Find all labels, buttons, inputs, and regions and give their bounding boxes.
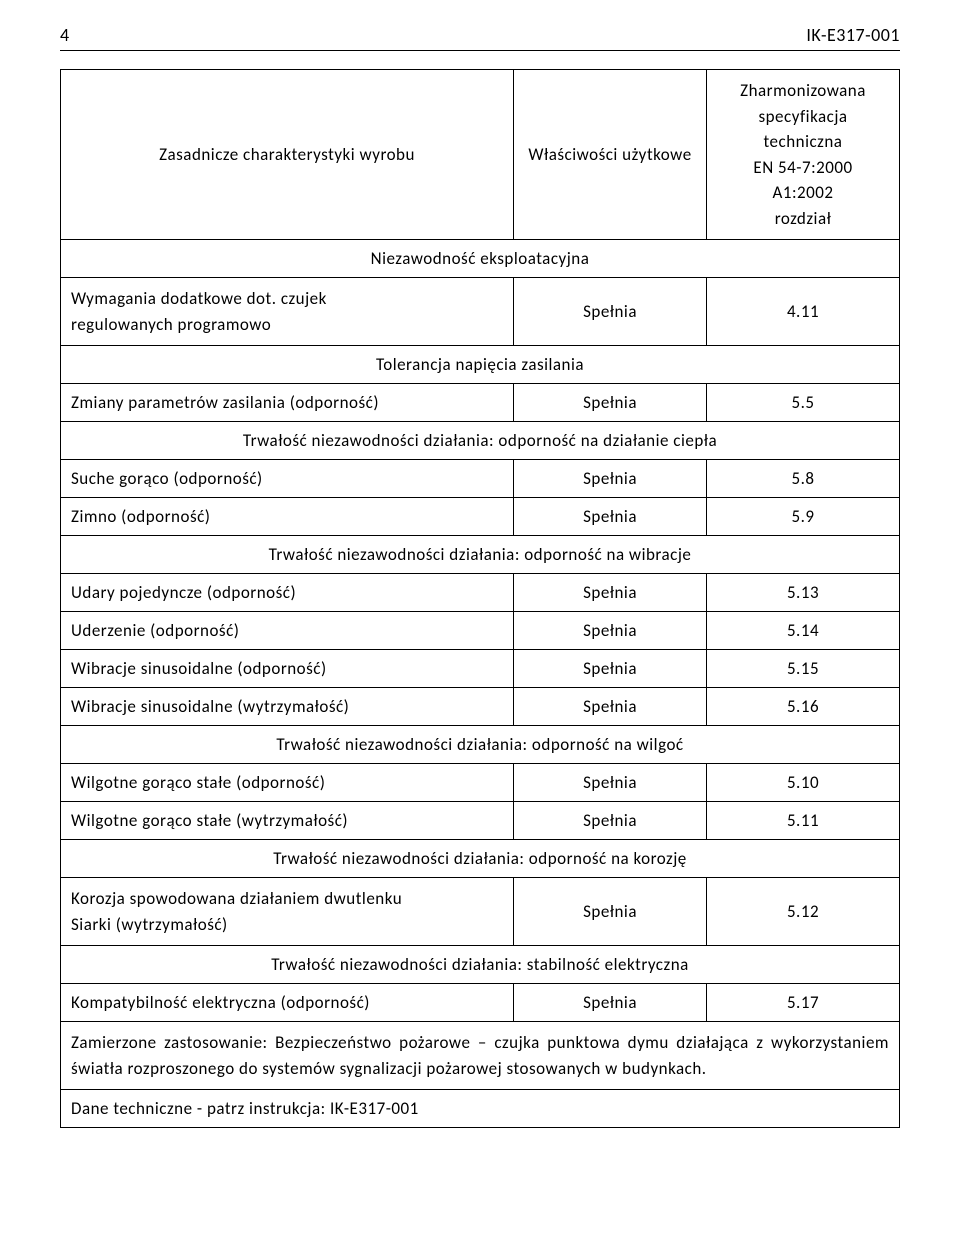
cell-c3: 5.15: [707, 650, 900, 688]
table-row: Wibracje sinusoidalne (wytrzymałość) Spe…: [61, 688, 900, 726]
table-row: Wilgotne gorąco stałe (wytrzymałość) Spe…: [61, 802, 900, 840]
page-number: 4: [60, 24, 70, 46]
section-vibration-resistance-label: Trwałość niezawodności działania: odporn…: [61, 536, 900, 574]
cell-c2: Spełnia: [514, 612, 707, 650]
cell-c3: 4.11: [707, 278, 900, 346]
cell-c1: Wilgotne gorąco stałe (wytrzymałość): [61, 802, 514, 840]
table-header-row: Zasadnicze charakterystyki wyrobu Właści…: [61, 70, 900, 240]
cell-c1: Wibracje sinusoidalne (wytrzymałość): [61, 688, 514, 726]
th-col3-l0: Zharmonizowana: [740, 80, 866, 101]
cell-c2: Spełnia: [514, 878, 707, 946]
cell-c1: Suche gorąco (odporność): [61, 460, 514, 498]
cell-c1: Uderzenie (odporność): [61, 612, 514, 650]
cell-c3: 5.10: [707, 764, 900, 802]
cell-c3: 5.14: [707, 612, 900, 650]
section-humidity-resistance-label: Trwałość niezawodności działania: odporn…: [61, 726, 900, 764]
cell-c3: 5.13: [707, 574, 900, 612]
cell-c2: Spełnia: [514, 384, 707, 422]
section-reliability: Niezawodność eksploatacyjna: [61, 240, 900, 278]
cell-c2: Spełnia: [514, 688, 707, 726]
cell-c1: Wibracje sinusoidalne (odporność): [61, 650, 514, 688]
cell-c3: 5.16: [707, 688, 900, 726]
row11-c1-l2: Siarki (wytrzymałość): [71, 914, 228, 935]
cell-c3: 5.17: [707, 984, 900, 1022]
section-corrosion-resistance-label: Trwałość niezawodności działania: odporn…: [61, 840, 900, 878]
cell-c3: 5.11: [707, 802, 900, 840]
th-col3-l3: EN 54-7:2000: [753, 157, 852, 178]
row1-c1-l2: regulowanych programowo: [71, 314, 271, 335]
th-col3-l5: rozdział: [775, 208, 832, 229]
table-row: Suche gorąco (odporność) Spełnia 5.8: [61, 460, 900, 498]
table-row: Kompatybilność elektryczna (odporność) S…: [61, 984, 900, 1022]
intended-use-row: Zamierzone zastosowanie: Bezpieczeństwo …: [61, 1022, 900, 1090]
table-row: Uderzenie (odporność) Spełnia 5.14: [61, 612, 900, 650]
cell-c2: Spełnia: [514, 278, 707, 346]
cell-c1: Zmiany parametrów zasilania (odporność): [61, 384, 514, 422]
cell-c2: Spełnia: [514, 460, 707, 498]
section-humidity-resistance: Trwałość niezawodności działania: odporn…: [61, 726, 900, 764]
cell-c1: Wilgotne gorąco stałe (odporność): [61, 764, 514, 802]
cell-c2: Spełnia: [514, 802, 707, 840]
th-col3-l2: techniczna: [764, 131, 843, 152]
table-row: Udary pojedyncze (odporność) Spełnia 5.1…: [61, 574, 900, 612]
tech-data-text: Dane techniczne - patrz instrukcja: IK-E…: [61, 1090, 900, 1128]
page: 4 IK-E317-001 Zasadnicze charakterystyki…: [0, 0, 960, 1168]
section-heat-resistance-label: Trwałość niezawodności działania: odporn…: [61, 422, 900, 460]
row1-c1-l1: Wymagania dodatkowe dot. czujek: [71, 288, 327, 309]
section-heat-resistance: Trwałość niezawodności działania: odporn…: [61, 422, 900, 460]
section-vibration-resistance: Trwałość niezawodności działania: odporn…: [61, 536, 900, 574]
section-reliability-label: Niezawodność eksploatacyjna: [61, 240, 900, 278]
table-row: Wibracje sinusoidalne (odporność) Spełni…: [61, 650, 900, 688]
intended-use-text: Zamierzone zastosowanie: Bezpieczeństwo …: [61, 1022, 900, 1090]
cell-c1: Korozja spowodowana działaniem dwutlenku…: [61, 878, 514, 946]
cell-c1: Zimno (odporność): [61, 498, 514, 536]
section-voltage-tolerance-label: Tolerancja napięcia zasilania: [61, 346, 900, 384]
section-voltage-tolerance: Tolerancja napięcia zasilania: [61, 346, 900, 384]
cell-c2: Spełnia: [514, 574, 707, 612]
cell-c2: Spełnia: [514, 650, 707, 688]
cell-c2: Spełnia: [514, 764, 707, 802]
section-corrosion-resistance: Trwałość niezawodności działania: odporn…: [61, 840, 900, 878]
th-col2: Właściwości użytkowe: [514, 70, 707, 240]
th-col1: Zasadnicze charakterystyki wyrobu: [61, 70, 514, 240]
section-electrical-stability: Trwałość niezawodności działania: stabil…: [61, 946, 900, 984]
table-row: Korozja spowodowana działaniem dwutlenku…: [61, 878, 900, 946]
table-row: Zmiany parametrów zasilania (odporność) …: [61, 384, 900, 422]
cell-c2: Spełnia: [514, 498, 707, 536]
characteristics-table: Zasadnicze charakterystyki wyrobu Właści…: [60, 69, 900, 1128]
cell-c1: Wymagania dodatkowe dot. czujek regulowa…: [61, 278, 514, 346]
table-row: Zimno (odporność) Spełnia 5.9: [61, 498, 900, 536]
header-rule: [60, 50, 900, 51]
cell-c3: 5.8: [707, 460, 900, 498]
cell-c3: 5.9: [707, 498, 900, 536]
th-col3-l1: specyfikacja: [758, 106, 847, 127]
cell-c1: Kompatybilność elektryczna (odporność): [61, 984, 514, 1022]
section-electrical-stability-label: Trwałość niezawodności działania: stabil…: [61, 946, 900, 984]
doc-code: IK-E317-001: [806, 24, 900, 46]
row11-c1-l1: Korozja spowodowana działaniem dwutlenku: [71, 888, 402, 909]
th-col3-l4: A1:2002: [773, 182, 834, 203]
cell-c2: Spełnia: [514, 984, 707, 1022]
table-row: Wymagania dodatkowe dot. czujek regulowa…: [61, 278, 900, 346]
cell-c1: Udary pojedyncze (odporność): [61, 574, 514, 612]
tech-data-row: Dane techniczne - patrz instrukcja: IK-E…: [61, 1090, 900, 1128]
page-header: 4 IK-E317-001: [60, 24, 900, 46]
cell-c3: 5.12: [707, 878, 900, 946]
table-row: Wilgotne gorąco stałe (odporność) Spełni…: [61, 764, 900, 802]
th-col3: Zharmonizowana specyfikacja techniczna E…: [707, 70, 900, 240]
cell-c3: 5.5: [707, 384, 900, 422]
